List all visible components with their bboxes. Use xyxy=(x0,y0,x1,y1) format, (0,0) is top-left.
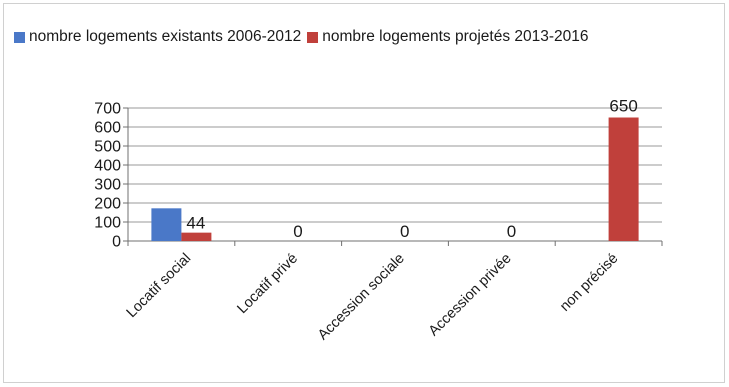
y-tick-label: 200 xyxy=(94,196,121,213)
axes xyxy=(123,107,663,246)
category-label: Locatif privé xyxy=(234,251,301,318)
legend-label-existants: nombre logements existants 2006-2012 xyxy=(29,28,302,45)
y-tick-label: 400 xyxy=(94,158,121,175)
y-tick-label: 0 xyxy=(112,234,121,251)
legend-swatch-projetes xyxy=(307,31,319,43)
legend: nombre logements existants 2006-2012 nom… xyxy=(14,28,595,46)
data-label: 0 xyxy=(400,222,409,241)
data-label: 0 xyxy=(507,222,516,241)
y-tick-label: 300 xyxy=(94,177,121,194)
y-tick-label: 100 xyxy=(94,215,121,232)
category-label: Locatif social xyxy=(124,251,195,322)
bars xyxy=(151,117,639,241)
chart-frame: nombre logements existants 2006-2012 nom… xyxy=(3,3,725,383)
category-label: Accession sociale xyxy=(315,251,408,344)
data-label: 44 xyxy=(186,214,205,233)
category-label: non précisé xyxy=(557,251,621,315)
legend-item-existants: nombre logements existants 2006-2012 xyxy=(14,28,301,46)
bar-projetes xyxy=(181,232,212,241)
y-tick-label: 600 xyxy=(94,120,121,137)
y-tick-label: 500 xyxy=(94,139,121,156)
data-label: 650 xyxy=(609,97,637,116)
legend-item-projetes: nombre logements projetés 2013-2016 xyxy=(307,28,589,46)
y-tick-label: 700 xyxy=(94,101,121,118)
bar-existants xyxy=(151,208,182,241)
legend-swatch-existants xyxy=(14,31,25,43)
data-label: 0 xyxy=(293,222,302,241)
gridlines xyxy=(128,107,662,223)
legend-label-projetes: nombre logements projetés 2013-2016 xyxy=(322,28,589,45)
category-label: Accession privée xyxy=(426,251,515,340)
bar-projetes xyxy=(608,117,639,241)
